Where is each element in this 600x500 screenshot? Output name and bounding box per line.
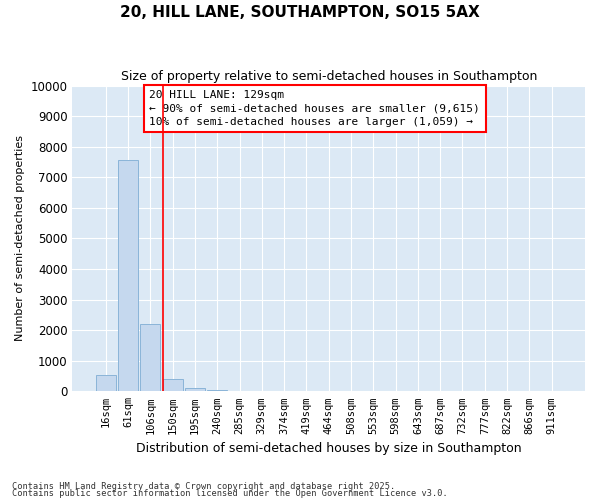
Text: Contains public sector information licensed under the Open Government Licence v3: Contains public sector information licen… xyxy=(12,489,448,498)
Title: Size of property relative to semi-detached houses in Southampton: Size of property relative to semi-detach… xyxy=(121,70,537,83)
Y-axis label: Number of semi-detached properties: Number of semi-detached properties xyxy=(15,136,25,342)
X-axis label: Distribution of semi-detached houses by size in Southampton: Distribution of semi-detached houses by … xyxy=(136,442,521,455)
Text: 20 HILL LANE: 129sqm
← 90% of semi-detached houses are smaller (9,615)
10% of se: 20 HILL LANE: 129sqm ← 90% of semi-detac… xyxy=(149,90,480,126)
Text: Contains HM Land Registry data © Crown copyright and database right 2025.: Contains HM Land Registry data © Crown c… xyxy=(12,482,395,491)
Bar xyxy=(207,390,227,392)
Bar xyxy=(140,324,160,392)
Bar xyxy=(96,376,116,392)
Bar xyxy=(185,388,205,392)
Bar xyxy=(163,380,182,392)
Bar xyxy=(118,160,138,392)
Text: 20, HILL LANE, SOUTHAMPTON, SO15 5AX: 20, HILL LANE, SOUTHAMPTON, SO15 5AX xyxy=(120,5,480,20)
